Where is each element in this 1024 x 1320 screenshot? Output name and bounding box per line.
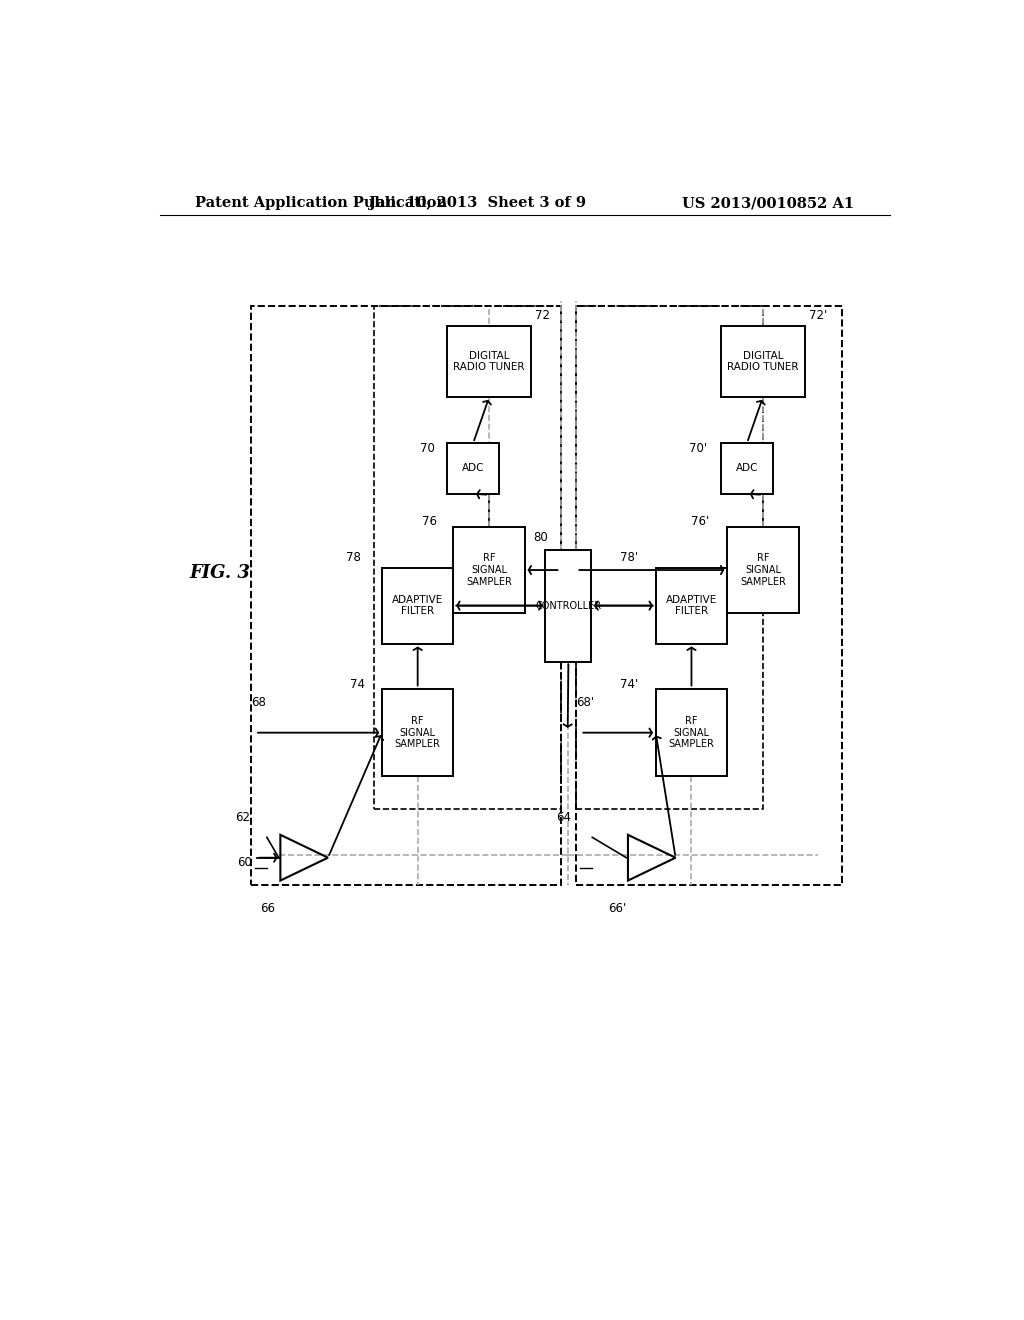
Text: ADC: ADC	[462, 463, 484, 474]
Bar	[546, 549, 592, 661]
Text: DIGITAL
RADIO TUNER: DIGITAL RADIO TUNER	[727, 351, 799, 372]
Text: 74: 74	[350, 678, 366, 690]
Bar	[447, 444, 499, 494]
Text: 66': 66'	[608, 902, 627, 915]
Text: ADAPTIVE
FILTER: ADAPTIVE FILTER	[392, 595, 443, 616]
Text: 64: 64	[556, 810, 571, 824]
Bar	[655, 689, 727, 776]
Text: 70': 70'	[689, 442, 708, 454]
Bar	[721, 444, 773, 494]
Text: 62: 62	[236, 810, 250, 824]
Text: 76: 76	[422, 515, 436, 528]
Text: RF
SIGNAL
SAMPLER: RF SIGNAL SAMPLER	[394, 715, 440, 750]
Text: 74': 74'	[620, 678, 638, 690]
Text: 72: 72	[535, 309, 550, 322]
Text: ADC: ADC	[736, 463, 758, 474]
Text: US 2013/0010852 A1: US 2013/0010852 A1	[682, 197, 854, 210]
Text: Jan. 10, 2013  Sheet 3 of 9: Jan. 10, 2013 Sheet 3 of 9	[369, 197, 586, 210]
Bar	[374, 306, 560, 809]
Text: 66: 66	[260, 902, 275, 915]
Text: ADAPTIVE
FILTER: ADAPTIVE FILTER	[666, 595, 717, 616]
Text: FIG. 3: FIG. 3	[189, 564, 251, 582]
Text: 78: 78	[346, 550, 361, 564]
Bar	[447, 326, 530, 397]
Text: Patent Application Publication: Patent Application Publication	[196, 197, 447, 210]
Text: 68: 68	[251, 696, 266, 709]
Text: RF
SIGNAL
SAMPLER: RF SIGNAL SAMPLER	[740, 553, 785, 586]
Text: RF
SIGNAL
SAMPLER: RF SIGNAL SAMPLER	[466, 553, 512, 586]
Text: 72': 72'	[809, 309, 826, 322]
Text: 68': 68'	[577, 696, 595, 709]
Bar	[577, 306, 842, 886]
Bar	[382, 568, 454, 644]
Bar	[382, 689, 454, 776]
Bar	[251, 306, 560, 886]
Bar	[655, 568, 727, 644]
Text: 78': 78'	[620, 550, 638, 564]
Bar	[577, 306, 763, 809]
Text: 60: 60	[237, 857, 252, 870]
Text: CONTROLLER: CONTROLLER	[536, 601, 601, 611]
Bar	[727, 527, 799, 614]
Bar	[454, 527, 524, 614]
Text: 80: 80	[534, 531, 548, 544]
Text: 70: 70	[420, 442, 434, 454]
Text: DIGITAL
RADIO TUNER: DIGITAL RADIO TUNER	[454, 351, 525, 372]
Bar	[721, 326, 805, 397]
Text: RF
SIGNAL
SAMPLER: RF SIGNAL SAMPLER	[669, 715, 715, 750]
Text: 76': 76'	[691, 515, 710, 528]
